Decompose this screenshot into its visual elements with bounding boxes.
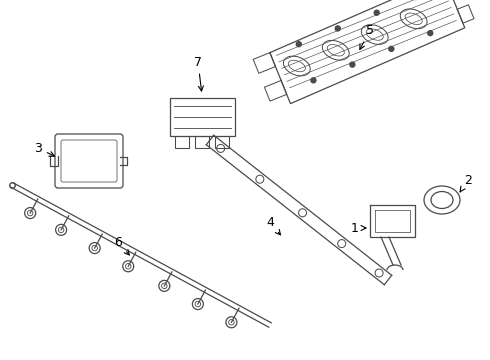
Bar (175, 136, 189, 148)
Text: 6: 6 (114, 235, 129, 255)
Circle shape (335, 26, 340, 31)
Circle shape (350, 62, 355, 67)
Bar (170, 98, 235, 136)
Circle shape (296, 42, 301, 47)
Circle shape (428, 31, 433, 36)
Circle shape (311, 78, 316, 83)
Circle shape (374, 10, 379, 15)
Text: 1: 1 (351, 221, 366, 234)
Circle shape (389, 46, 394, 51)
Text: 2: 2 (460, 174, 472, 192)
Text: 4: 4 (266, 216, 280, 235)
Text: 5: 5 (360, 23, 374, 49)
Bar (215, 136, 229, 148)
Bar (195, 136, 209, 148)
Text: 7: 7 (194, 55, 203, 91)
Text: 3: 3 (34, 141, 54, 156)
